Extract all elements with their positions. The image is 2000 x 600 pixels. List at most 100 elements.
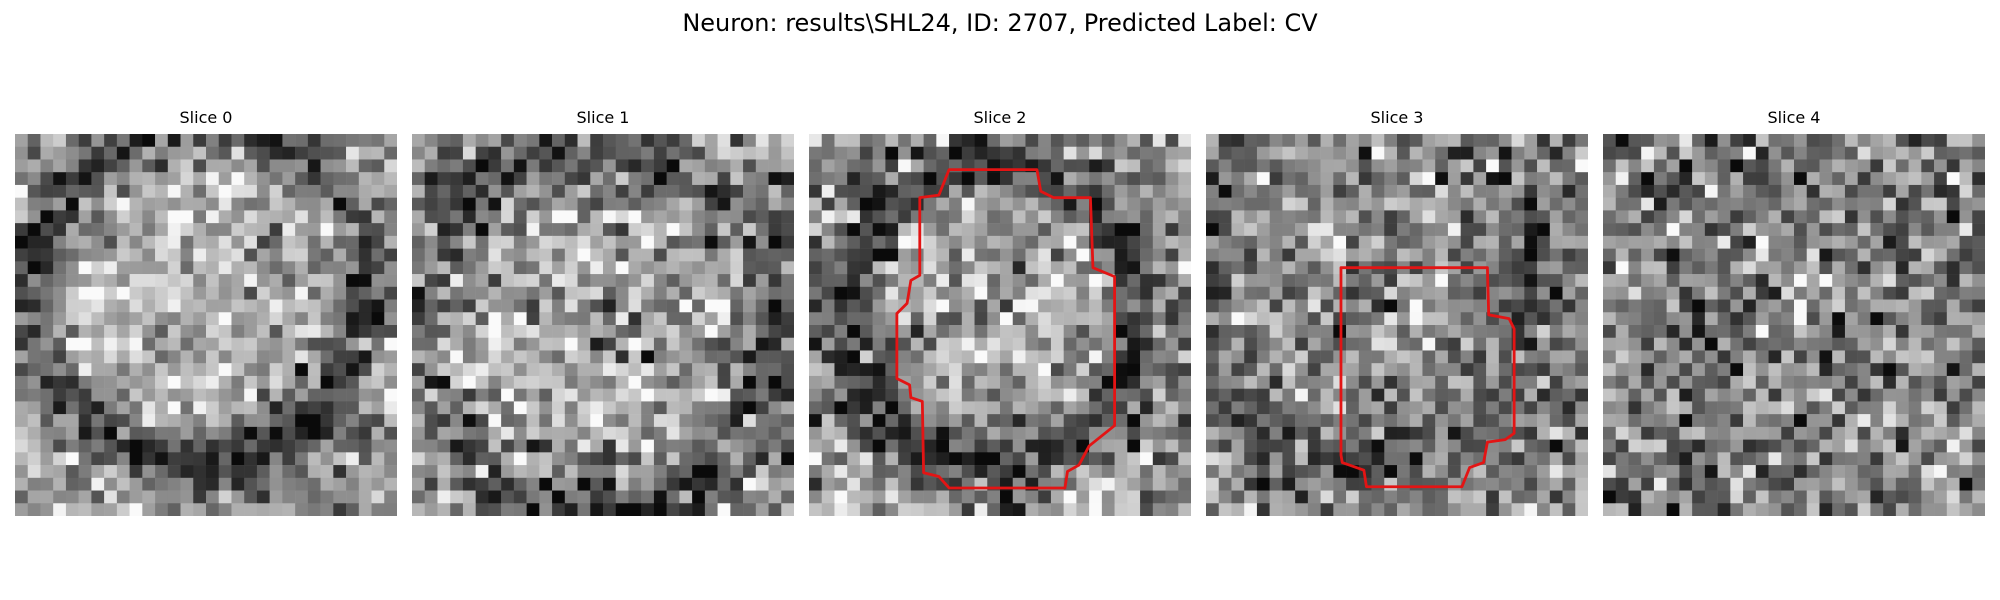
pixel — [142, 197, 156, 211]
pixel — [653, 134, 667, 147]
pixel — [1934, 172, 1948, 186]
pixel — [1653, 146, 1667, 160]
pixel — [628, 248, 642, 262]
pixel — [872, 439, 886, 453]
pixel — [1409, 503, 1423, 516]
pixel — [552, 503, 566, 516]
pixel — [412, 426, 425, 440]
pixel — [898, 223, 912, 237]
pixel — [40, 159, 54, 173]
pixel — [269, 223, 283, 237]
pixel — [346, 401, 360, 415]
pixel — [27, 490, 41, 504]
pixel — [1819, 325, 1833, 338]
pixel — [539, 172, 553, 186]
pixel — [1409, 477, 1423, 491]
pixel — [1140, 159, 1154, 173]
pixel — [384, 414, 397, 428]
pixel — [781, 286, 794, 300]
pixel — [1358, 146, 1372, 160]
pixel — [1908, 159, 1922, 173]
pixel — [1628, 134, 1642, 147]
pixel — [1537, 503, 1551, 516]
pixel — [1641, 477, 1655, 491]
pixel — [1371, 452, 1385, 466]
pixel — [1307, 210, 1321, 224]
pixel — [552, 299, 566, 313]
pixel — [781, 223, 794, 237]
pixel — [1908, 197, 1922, 211]
pixel — [910, 248, 924, 262]
pixel — [1114, 197, 1128, 211]
pixel — [1781, 261, 1795, 275]
pixel — [1409, 401, 1423, 415]
pixel — [358, 274, 372, 288]
pixel — [1768, 197, 1782, 211]
pixel — [910, 261, 924, 275]
pixel — [307, 248, 321, 262]
pixel — [666, 235, 680, 249]
pixel — [450, 134, 464, 147]
pixel — [206, 134, 219, 147]
pixel — [1806, 503, 1820, 516]
pixel — [526, 286, 540, 300]
pixel — [1089, 134, 1103, 147]
pixel — [1972, 337, 1985, 351]
pixel — [320, 134, 334, 147]
pixel — [1679, 248, 1693, 262]
pixel — [91, 477, 105, 491]
pixel — [1972, 375, 1985, 389]
pixel — [1076, 375, 1090, 389]
pixel — [1781, 375, 1795, 389]
pixel — [1076, 401, 1090, 415]
pixel — [1730, 274, 1744, 288]
pixel — [730, 337, 744, 351]
pixel — [1397, 134, 1410, 147]
pixel — [269, 210, 283, 224]
pixel — [834, 363, 848, 377]
pixel — [1666, 503, 1680, 516]
pixel — [180, 184, 194, 198]
pixel — [1409, 248, 1423, 262]
pixel — [384, 146, 397, 160]
pixel — [1165, 401, 1179, 415]
pixel — [1704, 286, 1718, 300]
pixel — [1206, 363, 1219, 377]
slice-title: Slice 0 — [179, 108, 233, 127]
pixel — [590, 223, 604, 237]
pixel — [1114, 388, 1128, 402]
pixel — [564, 274, 578, 288]
pixel — [78, 210, 92, 224]
pixel — [1575, 223, 1588, 237]
pixel — [1140, 286, 1154, 300]
pixel — [974, 210, 988, 224]
pixel — [1755, 325, 1769, 338]
pixel — [743, 439, 757, 453]
pixel — [1972, 350, 1985, 364]
pixel — [1921, 401, 1935, 415]
pixel — [1857, 375, 1871, 389]
pixel — [1628, 261, 1642, 275]
pixel — [1895, 388, 1909, 402]
pixel — [1844, 146, 1858, 160]
pixel — [628, 235, 642, 249]
pixel — [961, 452, 975, 466]
pixel — [384, 312, 397, 326]
pixel — [1692, 172, 1706, 186]
pixel — [809, 490, 822, 504]
pixel — [1282, 439, 1296, 453]
pixel — [1025, 274, 1039, 288]
pixel — [65, 452, 79, 466]
pixel — [15, 184, 28, 198]
pixel — [129, 197, 143, 211]
pixel — [653, 490, 667, 504]
pixel — [666, 414, 680, 428]
pixel — [615, 375, 629, 389]
pixel — [1832, 146, 1846, 160]
pixel — [1422, 401, 1436, 415]
pixel — [704, 465, 718, 479]
pixel — [244, 159, 258, 173]
pixel — [450, 490, 464, 504]
pixel — [437, 286, 451, 300]
pixel — [1000, 350, 1013, 364]
